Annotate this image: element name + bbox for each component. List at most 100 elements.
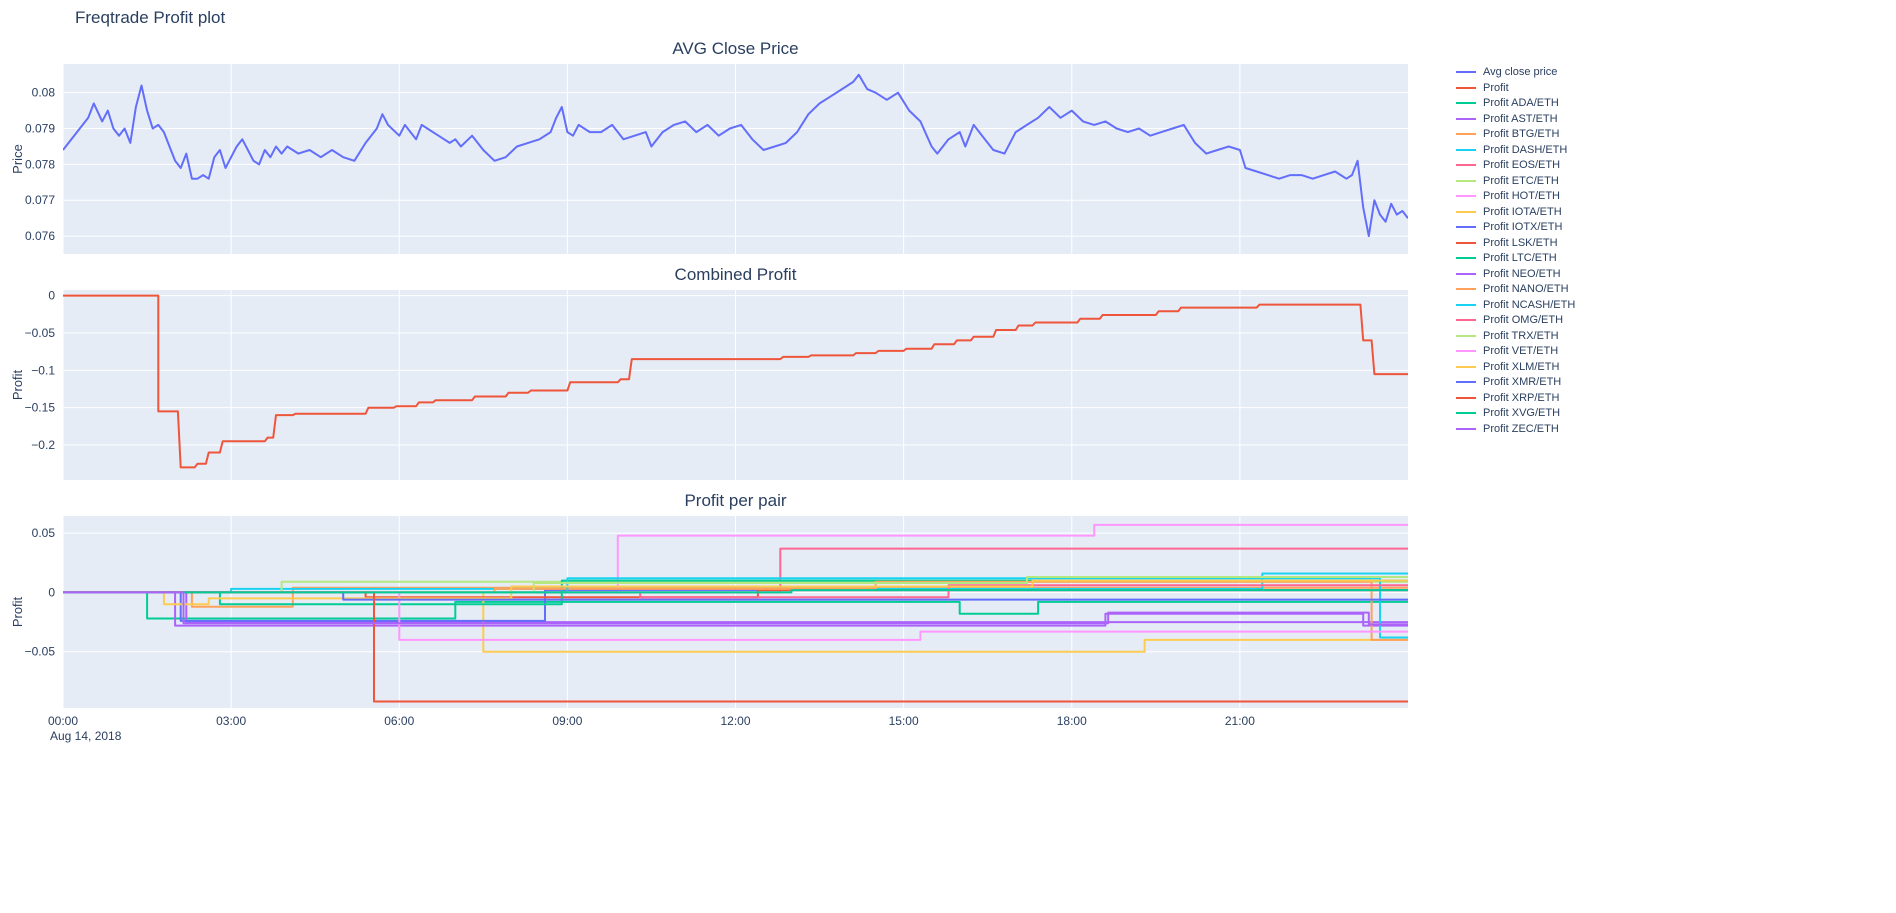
y-tick-label: −0.05 bbox=[25, 645, 56, 659]
legend-swatch bbox=[1456, 427, 1476, 430]
legend-swatch bbox=[1456, 365, 1476, 368]
legend-item[interactable]: Profit HOT/ETH bbox=[1456, 190, 1575, 202]
legend-label: Profit NEO/ETH bbox=[1483, 267, 1561, 280]
legend-label: Profit bbox=[1483, 81, 1509, 94]
page-title: Freqtrade Profit plot bbox=[75, 8, 226, 27]
x-tick-label: 18:00 bbox=[1057, 714, 1087, 728]
y-tick-label: −0.05 bbox=[25, 326, 56, 340]
legend-swatch bbox=[1456, 334, 1476, 337]
legend-item[interactable]: Profit TRX/ETH bbox=[1456, 330, 1575, 342]
legend-label: Profit NCASH/ETH bbox=[1483, 298, 1576, 311]
legend-label: Profit OMG/ETH bbox=[1483, 314, 1564, 326]
y-axis-label: Profit bbox=[10, 369, 25, 400]
series-profit-zec-eth bbox=[63, 591, 1408, 626]
legend-swatch bbox=[1456, 164, 1476, 166]
y-axis-label: Price bbox=[10, 144, 25, 174]
legend-item[interactable]: Profit NANO/ETH bbox=[1456, 283, 1575, 295]
legend-label: Profit XRP/ETH bbox=[1483, 391, 1560, 404]
legend-swatch bbox=[1456, 350, 1476, 352]
x-tick-label: 12:00 bbox=[720, 714, 750, 728]
legend-item[interactable]: Profit bbox=[1456, 82, 1575, 94]
legend-swatch bbox=[1456, 319, 1476, 321]
legend-label: Profit VET/ETH bbox=[1483, 345, 1559, 357]
y-tick-label: −0.15 bbox=[25, 401, 56, 415]
legend-item[interactable]: Profit ZEC/ETH bbox=[1456, 423, 1575, 435]
legend-swatch bbox=[1456, 71, 1476, 73]
series-profit-ada-eth bbox=[63, 591, 1408, 620]
legend-label: Profit LSK/ETH bbox=[1483, 236, 1558, 249]
series-profit-xlm-eth bbox=[63, 579, 1408, 606]
legend-item[interactable]: Profit OMG/ETH bbox=[1456, 314, 1575, 326]
chart-title: Combined Profit bbox=[675, 265, 797, 284]
chart-title: Profit per pair bbox=[684, 491, 786, 510]
y-tick-label: 0.076 bbox=[25, 229, 55, 243]
x-tick-label: 09:00 bbox=[552, 714, 582, 728]
x-tick-label: 00:00 bbox=[48, 714, 78, 728]
y-tick-label: 0 bbox=[48, 289, 55, 303]
y-tick-label: −0.1 bbox=[31, 363, 55, 377]
legend-label: Profit DASH/ETH bbox=[1483, 143, 1568, 156]
legend-item[interactable]: Profit LTC/ETH bbox=[1456, 252, 1575, 264]
legend-item[interactable]: Profit EOS/ETH bbox=[1456, 159, 1575, 171]
legend-item[interactable]: Profit AST/ETH bbox=[1456, 113, 1575, 125]
y-tick-label: −0.2 bbox=[31, 438, 55, 452]
legend-swatch bbox=[1456, 303, 1476, 306]
legend-label: Profit XMR/ETH bbox=[1483, 376, 1562, 388]
legend-label: Profit IOTX/ETH bbox=[1483, 221, 1563, 233]
legend-label: Profit BTG/ETH bbox=[1483, 128, 1560, 140]
y-tick-label: 0.078 bbox=[25, 157, 55, 171]
legend-item[interactable]: Profit XVG/ETH bbox=[1456, 407, 1575, 419]
legend-label: Profit ETC/ETH bbox=[1483, 174, 1559, 187]
legend-swatch bbox=[1456, 241, 1476, 244]
legend: Avg close price Profit Profit ADA/ETH Profi… bbox=[1456, 66, 1575, 435]
legend-label: Profit AST/ETH bbox=[1483, 112, 1558, 125]
legend-swatch bbox=[1456, 396, 1476, 399]
series-profit-xvg-eth bbox=[63, 589, 1408, 594]
legend-swatch bbox=[1456, 133, 1476, 135]
legend-swatch bbox=[1456, 226, 1476, 228]
legend-swatch bbox=[1456, 257, 1476, 259]
legend-label: Profit ADA/ETH bbox=[1483, 97, 1559, 109]
legend-swatch bbox=[1456, 148, 1476, 151]
legend-item[interactable]: Profit XMR/ETH bbox=[1456, 376, 1575, 388]
legend-swatch bbox=[1456, 195, 1476, 197]
legend-label: Avg close price bbox=[1483, 66, 1558, 78]
charts-column: AVG Close Price Price 0.076 0.077 0.078 0.079… bbox=[0, 36, 1430, 756]
legend-item[interactable]: Avg close price bbox=[1456, 66, 1575, 78]
legend-label: Profit LTC/ETH bbox=[1483, 252, 1557, 264]
legend-label: Profit ZEC/ETH bbox=[1483, 422, 1559, 435]
legend-item[interactable]: Profit VET/ETH bbox=[1456, 345, 1575, 357]
legend-item[interactable]: Profit DASH/ETH bbox=[1456, 144, 1575, 156]
legend-item[interactable]: Profit ETC/ETH bbox=[1456, 175, 1575, 187]
legend-item[interactable]: Profit XRP/ETH bbox=[1456, 392, 1575, 404]
chart-title: AVG Close Price bbox=[672, 39, 798, 58]
legend-item[interactable]: Profit XLM/ETH bbox=[1456, 361, 1575, 373]
legend-label: Profit HOT/ETH bbox=[1483, 190, 1561, 202]
x-tick-label: 06:00 bbox=[384, 714, 414, 728]
chart-1: Combined Profit Profit 0 −0.05 −0.1 −0.15 −0.2 bbox=[10, 265, 1408, 480]
series-profit bbox=[63, 294, 1408, 469]
legend-swatch bbox=[1456, 102, 1476, 104]
legend-swatch bbox=[1456, 412, 1476, 414]
legend-swatch bbox=[1456, 288, 1476, 290]
y-tick-label: 0.05 bbox=[32, 526, 56, 540]
chart-0: AVG Close Price Price 0.076 0.077 0.078 0.079… bbox=[10, 39, 1408, 254]
legend-swatch bbox=[1456, 86, 1476, 89]
legend-swatch bbox=[1456, 117, 1476, 120]
legend-item[interactable]: Profit IOTX/ETH bbox=[1456, 221, 1575, 233]
y-tick-label: 0 bbox=[48, 585, 55, 599]
legend-item[interactable]: Profit NCASH/ETH bbox=[1456, 299, 1575, 311]
y-tick-label: 0.079 bbox=[25, 122, 55, 136]
legend-item[interactable]: Profit NEO/ETH bbox=[1456, 268, 1575, 280]
legend-item[interactable]: Profit IOTA/ETH bbox=[1456, 206, 1575, 218]
legend-swatch bbox=[1456, 272, 1476, 275]
legend-swatch bbox=[1456, 381, 1476, 383]
series-profit-neo-eth bbox=[63, 591, 1408, 627]
legend-label: Profit XLM/ETH bbox=[1483, 360, 1560, 373]
series-avg-close-price bbox=[63, 73, 1408, 238]
legend-item[interactable]: Profit ADA/ETH bbox=[1456, 97, 1575, 109]
legend-item[interactable]: Profit BTG/ETH bbox=[1456, 128, 1575, 140]
legend-item[interactable]: Profit LSK/ETH bbox=[1456, 237, 1575, 249]
legend-label: Profit TRX/ETH bbox=[1483, 329, 1559, 342]
legend-label: Profit IOTA/ETH bbox=[1483, 205, 1562, 218]
